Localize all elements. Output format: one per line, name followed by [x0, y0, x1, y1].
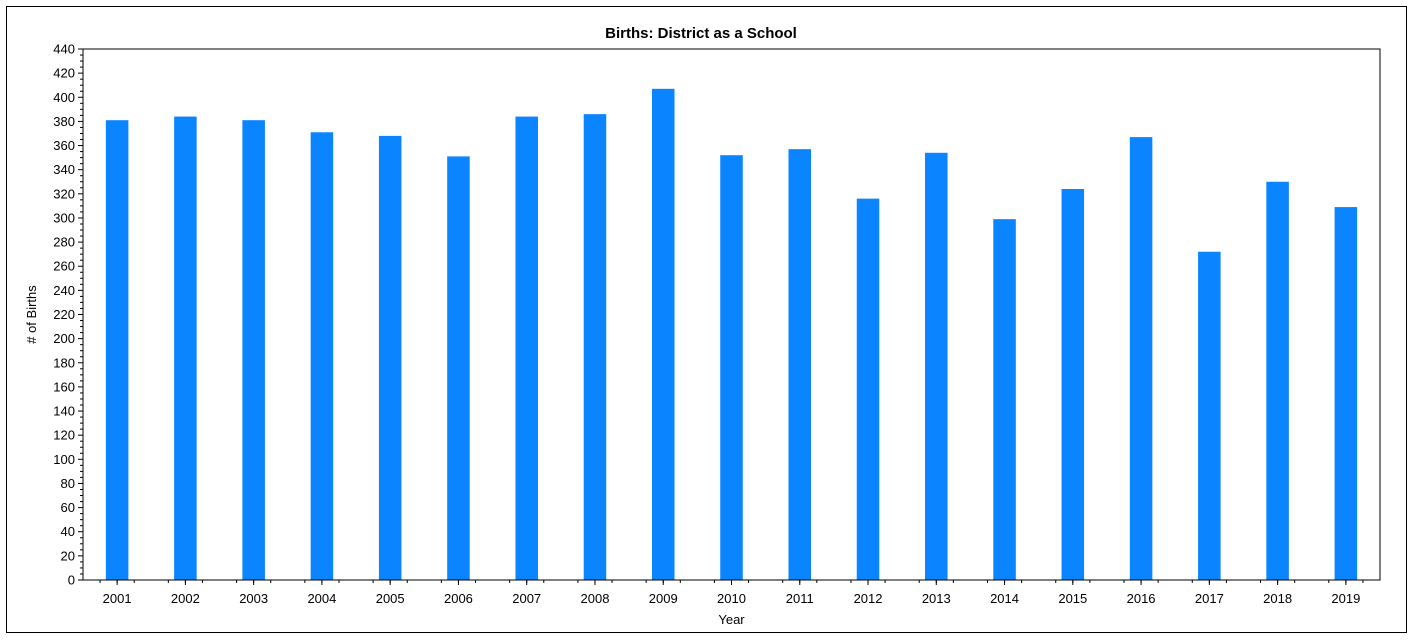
y-tick-label: 380 — [53, 114, 75, 129]
y-tick-label: 120 — [53, 428, 75, 443]
x-tick-label: 2011 — [786, 591, 814, 606]
x-tick-label: 2013 — [922, 591, 951, 606]
x-tick-label: 2002 — [171, 591, 200, 606]
bar-2007 — [515, 116, 538, 580]
y-tick-label: 440 — [53, 42, 75, 57]
x-tick-label: 2009 — [649, 591, 678, 606]
bar-2019 — [1334, 207, 1358, 580]
bar-2015 — [1061, 188, 1085, 580]
x-tick-label: 2004 — [307, 591, 336, 606]
x-tick-label: 2012 — [854, 591, 883, 606]
x-tick-label: 2010 — [717, 591, 746, 606]
y-tick-label: 20 — [61, 548, 75, 563]
y-tick-label: 420 — [53, 66, 75, 81]
y-tick-label: 180 — [53, 355, 75, 370]
y-tick-label: 220 — [53, 307, 75, 322]
bar-chart: Births: District as a School 0 20 40 60 80 10… — [24, 25, 1381, 627]
bar-2005 — [378, 135, 402, 580]
bar-2018 — [1266, 181, 1289, 580]
x-axis-ticks: 2001 2002 2003 2004 2005 2006 2007 2008 2009 2010… — [99, 580, 1364, 606]
y-tick-label: 360 — [53, 138, 75, 153]
x-tick-label: 2001 — [103, 591, 132, 606]
bar-2010 — [720, 155, 743, 580]
y-tick-label: 100 — [53, 452, 75, 467]
y-tick-label: 240 — [53, 283, 75, 298]
chart-title: Births: District as a School — [605, 25, 797, 42]
y-tick-label: 140 — [53, 404, 75, 419]
chart-frame: Births: District as a School 0 20 40 60 80 10… — [6, 6, 1407, 633]
y-tick-label: 200 — [53, 331, 75, 346]
plot-area-border — [82, 48, 1381, 581]
x-tick-label: 2018 — [1263, 591, 1292, 606]
bar-2014 — [993, 219, 1016, 580]
bar-2017 — [1198, 251, 1221, 580]
y-tick-label: 400 — [53, 90, 75, 105]
bar-2012 — [856, 198, 880, 581]
bar-2006 — [447, 156, 470, 581]
x-tick-label: 2019 — [1331, 591, 1360, 606]
y-tick-label: 280 — [53, 235, 75, 250]
bar-2011 — [788, 149, 812, 581]
y-tick-label: 60 — [61, 500, 75, 515]
bar-2004 — [310, 132, 334, 580]
x-tick-label: 2008 — [581, 591, 610, 606]
bar-2009 — [651, 88, 675, 580]
y-tick-label: 340 — [53, 162, 75, 177]
x-tick-label: 2006 — [444, 591, 473, 606]
bar-2016 — [1129, 137, 1153, 581]
x-tick-label: 2003 — [239, 591, 268, 606]
bar-2001 — [105, 120, 129, 580]
y-axis-ticks: 0 20 40 60 80 100 120 140 160 180 200 220 240 260 280 3… — [53, 42, 83, 588]
x-tick-label: 2017 — [1195, 591, 1224, 606]
x-tick-label: 2014 — [990, 591, 1019, 606]
y-tick-label: 80 — [61, 476, 75, 491]
x-tick-label: 2007 — [512, 591, 541, 606]
bar-2013 — [925, 152, 948, 580]
bar-2002 — [174, 116, 197, 580]
x-axis-title: Year — [718, 612, 745, 627]
y-axis-title: # of Births — [24, 285, 39, 344]
y-tick-label: 160 — [53, 379, 75, 394]
y-tick-label: 0 — [68, 573, 75, 588]
bar-2008 — [583, 114, 607, 580]
y-tick-label: 260 — [53, 259, 75, 274]
bar-2003 — [242, 120, 265, 580]
y-tick-label: 300 — [53, 210, 75, 225]
x-tick-label: 2015 — [1058, 591, 1087, 606]
y-tick-label: 40 — [61, 524, 75, 539]
x-tick-label: 2016 — [1127, 591, 1156, 606]
x-tick-label: 2005 — [376, 591, 405, 606]
y-tick-label: 320 — [53, 186, 75, 201]
bars — [105, 88, 1358, 581]
